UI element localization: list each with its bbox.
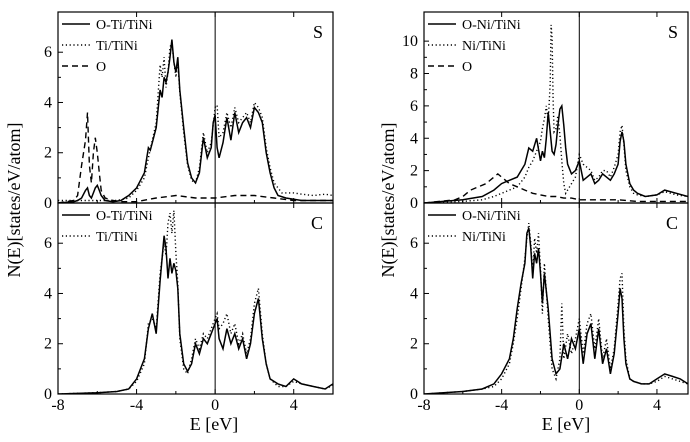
panel-left-bottom: 0 2 4 6 -8 -4 0 4 O-Ti/TiNi Ti/TiNi C <box>44 202 334 414</box>
panel-right-bottom: 0 2 4 6 -8 -4 0 4 O-Ni/TiNi Ni/TiNi C <box>410 202 689 414</box>
y-tick-label: 6 <box>44 235 52 252</box>
panel-letter: C <box>666 213 678 233</box>
legend-label: O-Ti/TiNi <box>96 209 153 224</box>
legend-label: Ni/TiNi <box>462 39 506 54</box>
y-tick-label: 2 <box>44 145 52 162</box>
legend-label: Ti/TiNi <box>96 230 138 245</box>
y-tick-label: 4 <box>44 94 52 111</box>
plot-frame <box>57 202 334 395</box>
plot-frame <box>423 202 689 395</box>
series-line-o-ti-tini <box>58 39 333 203</box>
panel-left-top: 0 2 4 6 O-Ti/TiNi Ti/TiNi O S <box>44 11 334 212</box>
y-tick-label: 6 <box>44 44 52 61</box>
series-line-o-ni-tini <box>424 103 688 203</box>
legend-label: O-Ni/TiNi <box>462 18 521 33</box>
y-tick-label: 2 <box>410 163 418 180</box>
legend-label: Ni/TiNi <box>462 230 506 245</box>
series-line-o-ti-tini <box>58 235 333 394</box>
panel-right-top: 0 2 4 6 8 10 O-Ni/TiNi Ni/TiNi O S <box>402 11 689 212</box>
x-tick-label: 4 <box>290 397 298 414</box>
x-tick-label: 4 <box>653 397 661 414</box>
panel-letter: S <box>668 22 678 42</box>
series-line-o-ni-tini <box>424 227 688 394</box>
y-tick-label: 4 <box>410 130 418 147</box>
panel-letter: C <box>311 213 323 233</box>
left-x-axis-label: E [eV] <box>190 414 238 434</box>
x-tick-label: 0 <box>575 397 583 414</box>
y-tick-label: 10 <box>402 33 418 50</box>
legend-label: O-Ti/TiNi <box>96 18 153 33</box>
y-tick-label: 8 <box>410 66 418 83</box>
x-tick-label: -8 <box>417 397 430 414</box>
y-tick-label: 4 <box>410 285 418 302</box>
series-line-ni-tini <box>424 223 688 394</box>
series-line-o <box>58 112 333 203</box>
series-line-o <box>424 172 688 203</box>
panel-letter: S <box>313 22 323 42</box>
legend-label: Ti/TiNi <box>96 39 138 54</box>
legend-label: O-Ni/TiNi <box>462 209 521 224</box>
y-tick-label: 0 <box>44 195 52 212</box>
series-line-ni-tini <box>424 24 688 203</box>
left-y-axis-label: N(E)[states/eV/atom] <box>4 123 25 278</box>
y-tick-label: 2 <box>44 336 52 353</box>
y-tick-label: 6 <box>410 235 418 252</box>
right-x-axis-label: E [eV] <box>542 414 590 434</box>
y-tick-label: 2 <box>410 336 418 353</box>
y-tick-label: 0 <box>44 386 52 403</box>
series-line-ti-tini <box>58 210 333 394</box>
x-tick-label: -4 <box>495 397 508 414</box>
legend-label: O <box>96 60 106 75</box>
x-tick-label: -4 <box>130 397 143 414</box>
y-tick-label: 0 <box>410 386 418 403</box>
y-tick-label: 0 <box>410 195 418 212</box>
x-tick-label: 0 <box>211 397 219 414</box>
right-y-axis-label: N(E)[states/eV/atom] <box>378 123 399 278</box>
y-tick-label: 4 <box>44 285 52 302</box>
x-tick-label: -8 <box>51 397 64 414</box>
y-tick-label: 6 <box>410 98 418 115</box>
legend-label: O <box>462 60 472 75</box>
